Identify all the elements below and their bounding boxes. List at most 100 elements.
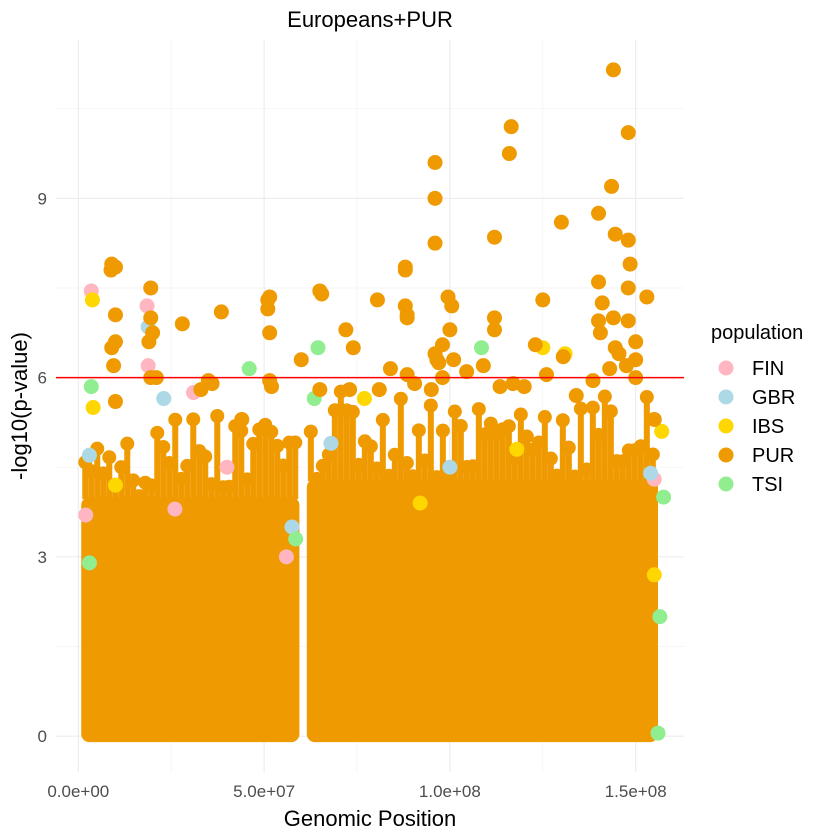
point-pur: [314, 286, 330, 302]
point-pur-column: [625, 450, 632, 482]
x-tick-label: 1.0e+08: [419, 782, 481, 801]
point-pur-column: [178, 478, 185, 500]
point-pur-column: [367, 446, 374, 482]
point-pur-column: [88, 471, 95, 500]
data-points: [78, 62, 672, 741]
point-fin: [140, 358, 156, 374]
point-pur: [620, 125, 636, 141]
point-ibs: [646, 567, 662, 583]
point-pur-column: [499, 429, 506, 482]
point-pur-column: [274, 445, 281, 500]
point-pur: [501, 146, 517, 162]
point-pur: [620, 280, 636, 296]
y-tick-label: 0: [38, 727, 47, 746]
point-pur-column: [355, 464, 362, 482]
point-pur: [427, 154, 443, 170]
x-tick-label: 5.0e+07: [233, 782, 295, 801]
point-ibs: [356, 391, 372, 407]
point-fin: [219, 459, 235, 475]
point-pur-column: [313, 478, 320, 482]
point-pur-column: [214, 416, 221, 500]
point-pur: [620, 232, 636, 248]
dense-band: [306, 479, 658, 743]
point-pur: [527, 337, 543, 353]
point-ibs: [412, 495, 428, 511]
point-pur-column: [577, 408, 584, 482]
point-ibs: [509, 441, 525, 457]
point-pur: [607, 226, 623, 242]
point-gbr: [442, 459, 458, 475]
point-pur: [628, 352, 644, 368]
point-pur: [369, 292, 385, 308]
point-pur: [264, 379, 280, 395]
point-pur: [423, 382, 439, 398]
point-pur-column: [337, 391, 344, 482]
point-pur-column: [226, 486, 233, 500]
point-pur-column: [220, 487, 227, 500]
point-pur-column: [619, 461, 626, 482]
point-pur: [427, 235, 443, 251]
point-ibs: [107, 477, 123, 493]
point-pur-column: [172, 419, 179, 500]
point-pur-column: [319, 465, 326, 482]
point-pur: [605, 310, 621, 326]
legend-key-gbr: [718, 389, 734, 405]
point-fin: [167, 501, 183, 517]
point-pur-column: [613, 461, 620, 482]
point-pur: [107, 394, 123, 410]
point-pur: [143, 280, 159, 296]
point-pur: [345, 340, 361, 356]
point-pur: [213, 304, 229, 320]
point-pur-column: [583, 469, 590, 482]
point-pur: [193, 382, 209, 398]
point-tsi: [650, 725, 666, 741]
x-axis-title: Genomic Position: [284, 806, 456, 831]
point-pur-column: [244, 479, 251, 500]
point-pur-column: [256, 429, 263, 500]
point-pur: [442, 322, 458, 338]
point-pur-column: [385, 475, 392, 482]
point-pur-column: [553, 475, 560, 482]
point-pur-column: [421, 460, 428, 482]
point-pur-column: [535, 442, 542, 482]
point-pur-column: [607, 411, 614, 482]
point-tsi: [656, 489, 672, 505]
point-pur: [486, 322, 502, 338]
point-pur-column: [130, 480, 137, 500]
point-tsi: [81, 555, 97, 571]
point-pur-column: [232, 426, 239, 500]
point-pur-column: [268, 431, 275, 500]
point-pur-column: [595, 434, 602, 482]
point-pur-column: [433, 477, 440, 482]
point-pur: [594, 295, 610, 311]
legend-label-pur: PUR: [752, 445, 794, 467]
point-pur-column: [124, 443, 131, 500]
point-pur: [446, 352, 462, 368]
point-pur: [611, 346, 627, 362]
point-pur: [605, 62, 621, 78]
point-pur-column: [565, 447, 572, 482]
x-tick-label: 0.0e+00: [47, 782, 109, 801]
chart-title: Europeans+PUR: [287, 7, 453, 32]
point-pur: [646, 411, 662, 427]
point-pur-column: [511, 458, 518, 482]
point-pur: [628, 334, 644, 350]
point-pur-column: [250, 443, 257, 500]
point-pur-column: [505, 426, 512, 482]
point-pur-column: [202, 456, 209, 500]
point-pur-column: [325, 454, 332, 482]
point-pur-column: [541, 417, 548, 482]
y-tick-label: 9: [38, 189, 47, 208]
point-gbr: [323, 435, 339, 451]
legend: population FIN GBR IBS PUR TSI: [711, 322, 803, 496]
point-pur: [555, 349, 571, 365]
point-pur: [312, 382, 328, 398]
point-pur-column: [391, 454, 398, 482]
point-pur-column: [403, 463, 410, 482]
point-pur-column: [307, 431, 314, 482]
point-pur: [407, 376, 423, 392]
point-ibs: [84, 292, 100, 308]
y-tick-label: 6: [38, 369, 47, 388]
point-pur: [371, 382, 387, 398]
point-pur: [486, 310, 502, 326]
